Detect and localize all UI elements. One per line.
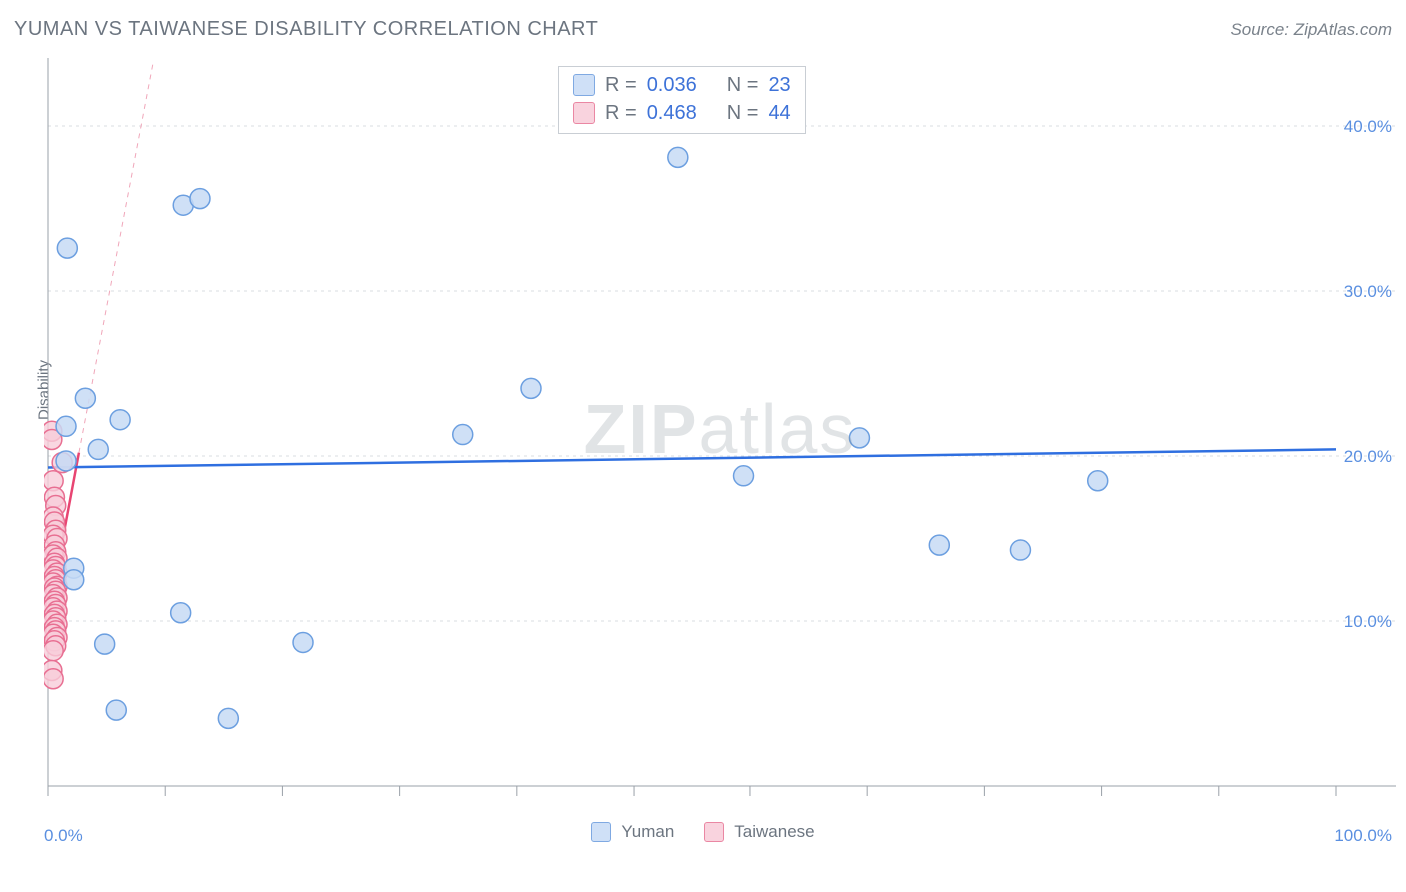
legend-r-value-a: 0.036 <box>647 71 697 99</box>
correlation-legend: R = 0.036 N = 23 R = 0.468 N = 44 <box>558 66 806 134</box>
legend-row-series-a: R = 0.036 N = 23 <box>573 71 791 99</box>
legend-n-value-a: 23 <box>768 71 790 99</box>
legend-r-label: R = <box>605 71 637 99</box>
series-legend: Yuman Taiwanese <box>0 822 1406 842</box>
x-axis-max-label: 100.0% <box>1334 826 1392 846</box>
legend-r-label: R = <box>605 99 637 127</box>
legend-n-value-b: 44 <box>768 99 790 127</box>
series-legend-item-b: Taiwanese <box>704 822 814 842</box>
series-legend-label-b: Taiwanese <box>734 822 814 842</box>
svg-text:20.0%: 20.0% <box>1344 447 1392 466</box>
series-legend-swatch-a <box>591 822 611 842</box>
chart-title: YUMAN VS TAIWANESE DISABILITY CORRELATIO… <box>14 18 598 41</box>
svg-text:30.0%: 30.0% <box>1344 282 1392 301</box>
legend-n-label: N = <box>727 99 759 127</box>
legend-swatch-series-b <box>573 102 595 124</box>
legend-swatch-series-a <box>573 74 595 96</box>
svg-text:10.0%: 10.0% <box>1344 612 1392 631</box>
series-legend-swatch-b <box>704 822 724 842</box>
legend-row-series-b: R = 0.468 N = 44 <box>573 99 791 127</box>
series-legend-item-a: Yuman <box>591 822 674 842</box>
chart-source: Source: ZipAtlas.com <box>1230 20 1392 40</box>
chart-header: YUMAN VS TAIWANESE DISABILITY CORRELATIO… <box>14 18 1392 41</box>
chart-plot-area: 10.0%20.0%30.0%40.0% ZIPatlas <box>44 58 1396 800</box>
scatter-chart-svg: 10.0% 20.0% 30.0% 40.0% <box>44 58 1396 800</box>
svg-text:40.0%: 40.0% <box>1344 117 1392 136</box>
legend-r-value-b: 0.468 <box>647 99 697 127</box>
legend-n-label: N = <box>727 71 759 99</box>
series-legend-label-a: Yuman <box>621 822 674 842</box>
x-axis-min-label: 0.0% <box>44 826 83 846</box>
